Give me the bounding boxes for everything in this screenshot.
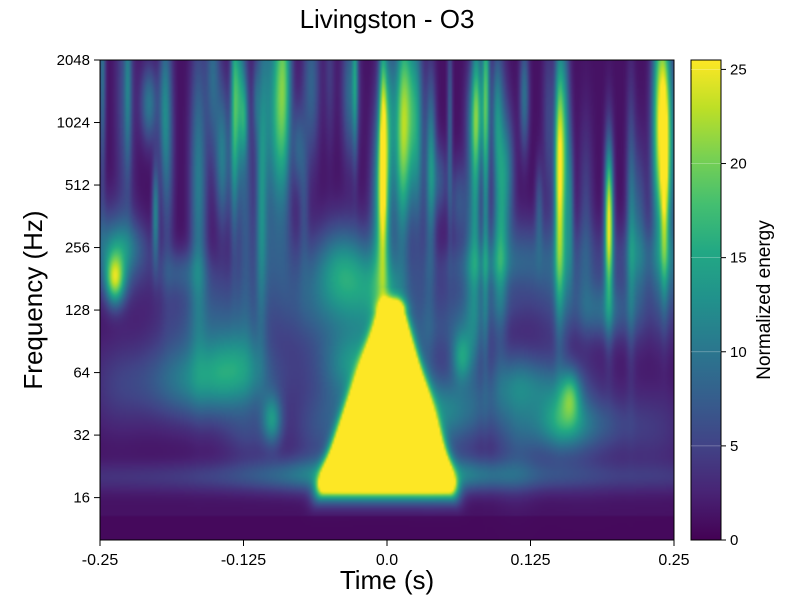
colorbar-tick-label: 0	[730, 532, 738, 549]
x-tick-label: 0.25	[658, 552, 689, 569]
colorbar-tick-label: 10	[730, 344, 747, 361]
y-tick-label: 16	[73, 490, 90, 507]
y-tick-label: 32	[73, 427, 90, 444]
y-axis-ticks: 16 32 64 128 256 512 1024 2048	[57, 52, 100, 507]
colorbar-tick-label: 5	[730, 438, 738, 455]
y-tick-label: 1024	[57, 115, 90, 132]
y-tick-label: 256	[65, 240, 90, 257]
colorbar-tick-label: 25	[730, 61, 747, 78]
colorbar-label: Normalized energy	[754, 220, 775, 380]
x-axis-ticks: -0.25 -0.125 0.0 0.125 0.25	[82, 540, 690, 569]
x-tick-label: 0.125	[510, 552, 550, 569]
colorbar-ticks: 0 5 10 15 20 25	[691, 61, 747, 549]
x-axis-label: Time (s)	[340, 565, 434, 595]
heatmap-image	[100, 60, 674, 540]
y-axis-label: Frequency (Hz)	[18, 210, 48, 389]
x-tick-label: -0.125	[221, 552, 266, 569]
y-tick-label: 64	[73, 365, 90, 382]
y-tick-label: 2048	[57, 52, 90, 69]
colorbar: 0 5 10 15 20 25 Normalized energy	[690, 59, 775, 549]
x-tick-label: 0.0	[376, 552, 398, 569]
colorbar-tick-label: 15	[730, 250, 747, 267]
plot-area	[99, 59, 675, 541]
chart-title: Livingston - O3	[300, 4, 475, 34]
y-tick-label: 128	[65, 302, 90, 319]
colorbar-tick-label: 20	[730, 156, 747, 173]
colorbar-gradient	[690, 59, 722, 541]
y-tick-label: 512	[65, 177, 90, 194]
x-tick-label: -0.25	[82, 552, 119, 569]
